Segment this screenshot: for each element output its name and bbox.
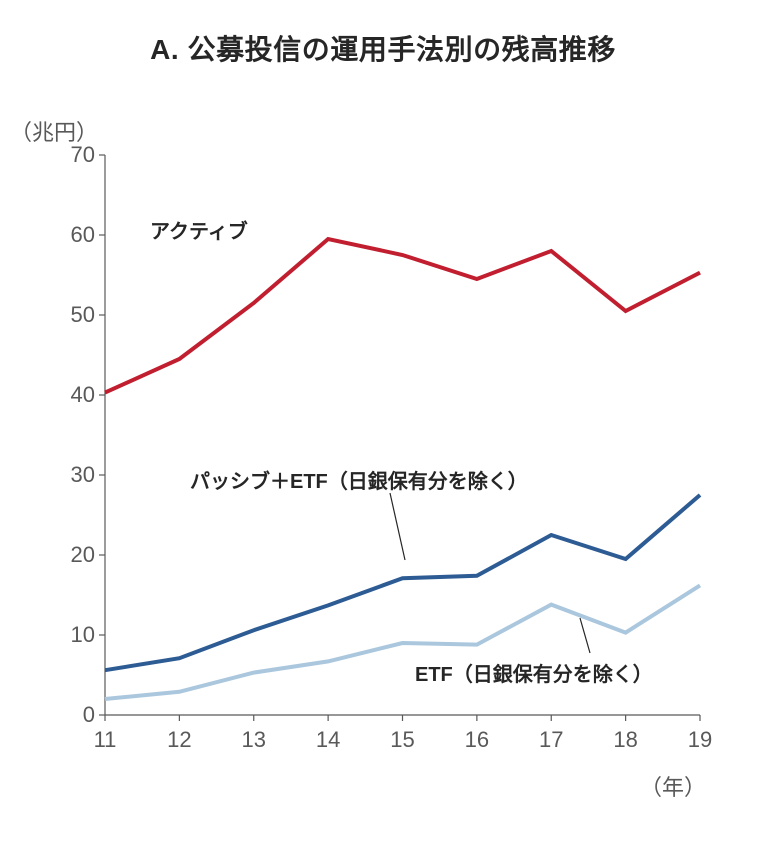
x-tick-label: 17 [531, 727, 571, 753]
x-tick-label: 13 [234, 727, 274, 753]
chart-container: A. 公募投信の運用手法別の残高推移 （兆円） （年） 010203040506… [0, 0, 766, 846]
x-tick-label: 15 [383, 727, 423, 753]
y-tick-label: 50 [35, 302, 95, 328]
series-label: パッシブ＋ETF（日銀保有分を除く） [190, 465, 528, 494]
y-tick-label: 40 [35, 382, 95, 408]
y-tick-label: 70 [35, 142, 95, 168]
y-tick-label: 30 [35, 462, 95, 488]
series-label: ETF（日銀保有分を除く） [415, 658, 653, 687]
x-tick-label: 19 [680, 727, 720, 753]
y-tick-label: 60 [35, 222, 95, 248]
x-tick-label: 12 [159, 727, 199, 753]
chart-plot [0, 0, 766, 846]
y-tick-label: 20 [35, 542, 95, 568]
x-tick-label: 18 [606, 727, 646, 753]
y-tick-label: 10 [35, 622, 95, 648]
y-tick-label: 0 [35, 702, 95, 728]
x-tick-label: 16 [457, 727, 497, 753]
series-label: アクティブ [150, 215, 248, 244]
x-tick-label: 11 [85, 727, 125, 753]
x-tick-label: 14 [308, 727, 348, 753]
